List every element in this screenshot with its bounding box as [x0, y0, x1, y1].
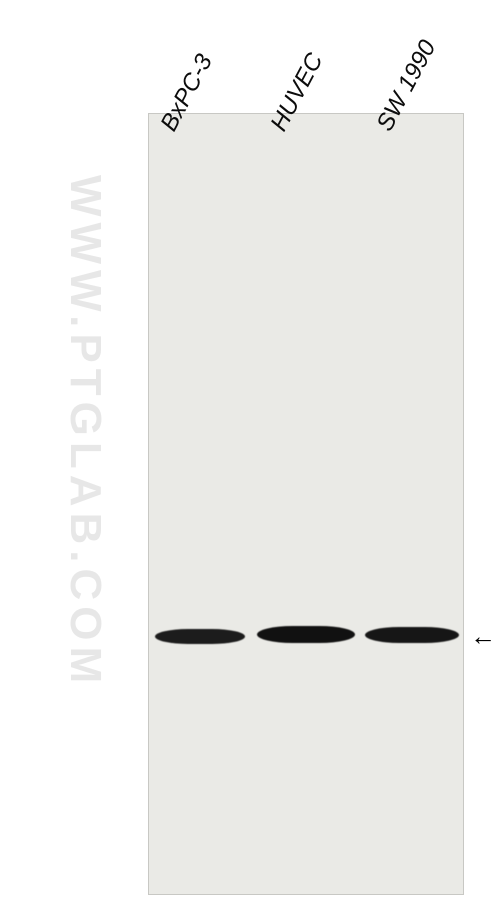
bands-layer	[0, 0, 500, 903]
protein-band	[155, 629, 245, 644]
protein-band	[257, 626, 355, 643]
target-band-arrow: ←	[470, 621, 496, 652]
blot-container: WWW.PTGLAB.COM BxPC-3HUVECSW 1990 250 kD…	[0, 0, 500, 903]
protein-band	[365, 627, 459, 643]
arrow-left-icon: ←	[470, 621, 496, 652]
